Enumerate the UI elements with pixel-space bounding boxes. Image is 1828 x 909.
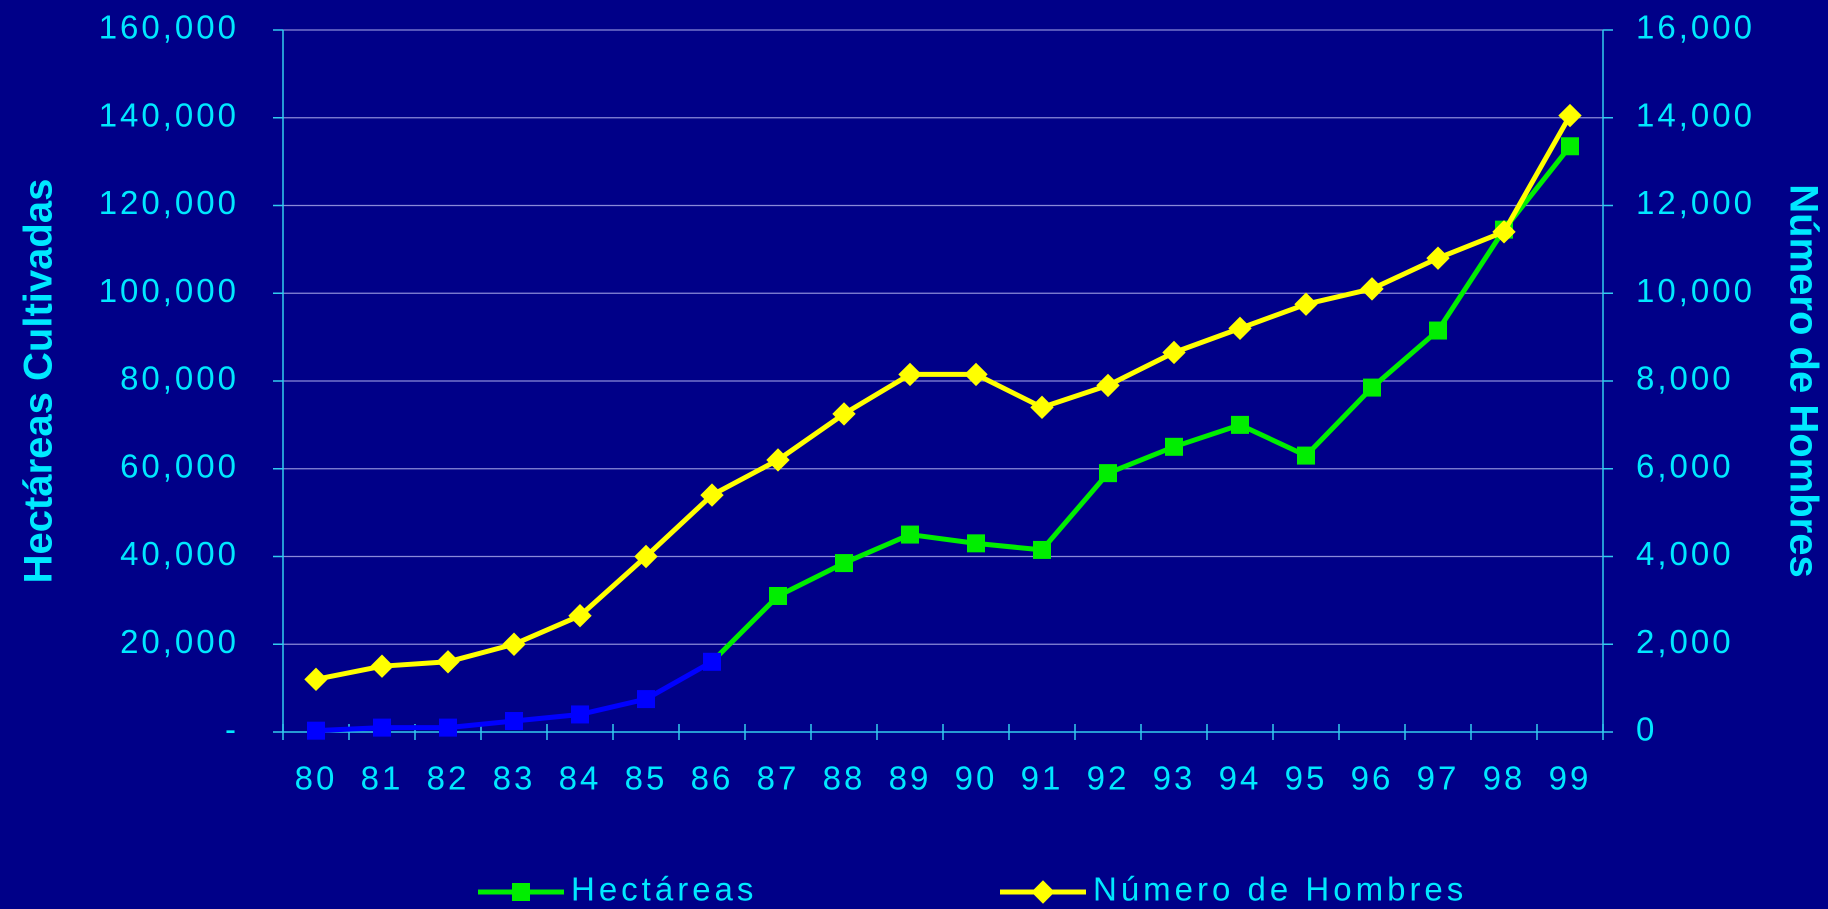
y-axis-title: Hectáreas Cultivadas xyxy=(17,179,61,584)
y-tick-label: - xyxy=(225,711,239,748)
marker xyxy=(1492,220,1516,244)
marker xyxy=(700,483,724,507)
marker xyxy=(571,705,589,724)
y-tick-label: 100,000 xyxy=(99,272,239,309)
legend-label: Número de Hombres xyxy=(1093,871,1467,908)
x-tick-label: 97 xyxy=(1417,760,1460,797)
y2-tick-label: 14,000 xyxy=(1636,96,1755,133)
marker xyxy=(1426,246,1450,270)
marker xyxy=(1561,137,1579,156)
marker xyxy=(766,448,790,472)
legend-label: Hectáreas xyxy=(571,871,757,908)
x-tick-label: 91 xyxy=(1021,760,1064,797)
marker xyxy=(505,712,523,731)
marker xyxy=(832,402,856,426)
marker xyxy=(634,544,658,569)
y2-tick-label: 2,000 xyxy=(1636,623,1734,660)
marker xyxy=(1363,378,1381,397)
x-tick-label: 87 xyxy=(757,760,800,797)
x-tick-label: 86 xyxy=(691,760,734,797)
marker xyxy=(898,362,922,387)
marker xyxy=(1096,373,1120,398)
y2-tick-label: 12,000 xyxy=(1636,184,1755,221)
y2-tick-label: 6,000 xyxy=(1636,447,1734,484)
line xyxy=(710,144,1572,664)
line xyxy=(315,114,1573,682)
y2-axis-title: Número de Hombres xyxy=(1781,184,1825,577)
marker xyxy=(703,652,721,671)
marker xyxy=(1033,540,1051,559)
x-tick-label: 82 xyxy=(427,760,470,797)
marker xyxy=(637,690,655,709)
y-tick-label: 140,000 xyxy=(99,96,239,133)
x-tick-label: 98 xyxy=(1483,760,1526,797)
marker xyxy=(1231,415,1249,434)
marker xyxy=(835,554,853,573)
marker xyxy=(512,883,530,901)
marker xyxy=(1360,277,1384,301)
y-tick-label: 60,000 xyxy=(120,447,239,484)
marker xyxy=(1294,292,1318,316)
marker xyxy=(568,604,592,628)
x-tick-label: 88 xyxy=(823,760,866,797)
marker xyxy=(373,718,391,737)
marker xyxy=(1099,464,1117,483)
marker xyxy=(1030,395,1054,420)
x-tick-label: 81 xyxy=(361,760,404,797)
marker xyxy=(304,667,328,692)
y-tick-label: 80,000 xyxy=(120,360,239,397)
x-tick-label: 83 xyxy=(493,760,536,797)
marker xyxy=(1228,316,1252,341)
marker xyxy=(370,654,394,678)
y2-tick-label: 0 xyxy=(1636,711,1657,748)
y-tick-label: 40,000 xyxy=(120,535,239,572)
x-tick-label: 95 xyxy=(1285,760,1328,797)
marker xyxy=(967,534,985,553)
marker xyxy=(502,632,526,656)
x-tick-label: 92 xyxy=(1087,760,1130,797)
x-tick-label: 93 xyxy=(1153,760,1196,797)
x-tick-label: 99 xyxy=(1549,760,1592,797)
y2-tick-label: 4,000 xyxy=(1636,535,1734,572)
marker xyxy=(1297,446,1315,465)
marker xyxy=(769,586,787,605)
marker xyxy=(1162,340,1186,365)
y-tick-label: 120,000 xyxy=(99,184,239,221)
x-tick-label: 94 xyxy=(1219,760,1262,797)
marker xyxy=(307,721,325,740)
marker xyxy=(1031,880,1055,904)
y-tick-label: 20,000 xyxy=(120,623,239,660)
marker xyxy=(1429,321,1447,340)
y2-tick-label: 10,000 xyxy=(1636,272,1755,309)
marker xyxy=(436,650,460,674)
x-tick-label: 90 xyxy=(955,760,998,797)
x-tick-label: 85 xyxy=(625,760,668,797)
marker xyxy=(964,362,988,387)
y2-tick-label: 16,000 xyxy=(1636,9,1755,46)
x-tick-label: 84 xyxy=(559,760,602,797)
marker xyxy=(1165,437,1183,456)
marker xyxy=(901,525,919,544)
x-tick-label: 96 xyxy=(1351,760,1394,797)
x-tick-label: 80 xyxy=(295,760,338,797)
marker xyxy=(439,718,457,737)
marker xyxy=(1558,103,1582,128)
y-tick-label: 160,000 xyxy=(99,9,239,46)
y2-tick-label: 8,000 xyxy=(1636,360,1734,397)
x-tick-label: 89 xyxy=(889,760,932,797)
